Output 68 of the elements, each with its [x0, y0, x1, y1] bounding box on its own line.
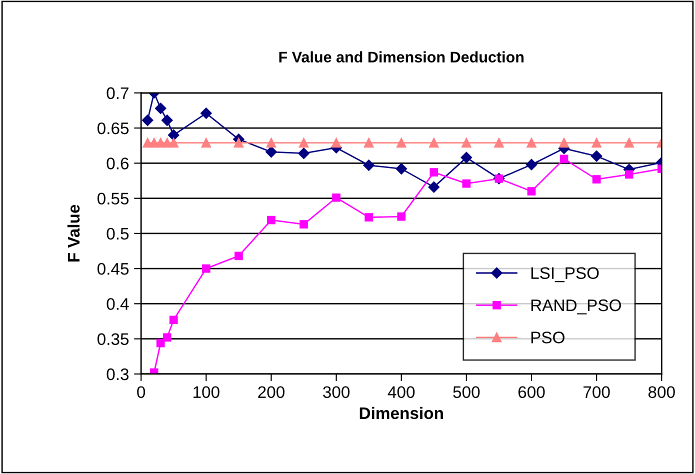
point — [494, 138, 504, 148]
y-tick-label: 0.3 — [106, 368, 129, 380]
x-tick-label: 100 — [194, 386, 220, 398]
point — [624, 138, 634, 148]
point — [624, 170, 634, 179]
y-tick-label: 0.5 — [106, 228, 129, 240]
point — [234, 138, 244, 148]
y-tick-label: 0.65 — [97, 122, 129, 134]
point — [428, 181, 440, 193]
point — [462, 179, 471, 188]
point — [364, 138, 374, 148]
point — [267, 216, 276, 224]
x-axis-title: Dimension — [360, 406, 443, 420]
x-tick-label: 400 — [388, 386, 415, 398]
point — [168, 138, 178, 148]
point — [162, 333, 172, 342]
point — [430, 168, 438, 176]
point — [142, 114, 154, 126]
y-tick-label: 0.55 — [97, 192, 129, 205]
point — [266, 138, 276, 148]
point — [202, 264, 210, 273]
x-tick-label: 500 — [453, 386, 480, 398]
point — [201, 138, 212, 148]
y-tick-label: 0.45 — [97, 262, 129, 275]
point — [527, 187, 536, 196]
point — [155, 102, 166, 114]
legend-label: PSO — [531, 332, 564, 344]
point — [298, 138, 309, 148]
y-tick-label: 0.4 — [106, 298, 129, 310]
legend-label: RAND_PSO — [531, 299, 621, 314]
chart-title: F Value and Dimension Deduction — [279, 51, 524, 62]
x-tick-label: 300 — [323, 386, 350, 398]
point — [162, 114, 173, 126]
point — [396, 138, 406, 148]
point — [234, 252, 243, 260]
point — [592, 175, 601, 184]
point — [397, 212, 406, 221]
point — [200, 108, 212, 119]
point — [592, 138, 602, 148]
point — [156, 338, 165, 348]
point — [300, 220, 308, 228]
y-tick-label: 0.7 — [106, 87, 128, 100]
point — [526, 138, 536, 148]
x-tick-label: 600 — [518, 386, 545, 398]
legend-label: LSI_PSO — [531, 267, 599, 282]
point — [590, 150, 602, 162]
point — [266, 146, 277, 158]
x-tick-label: 800 — [648, 386, 675, 398]
point — [363, 160, 374, 171]
x-tick-label: 700 — [584, 386, 610, 398]
y-tick-label: 0.35 — [97, 333, 129, 346]
point — [169, 316, 178, 324]
point — [429, 138, 439, 148]
point — [462, 138, 472, 148]
point — [559, 138, 569, 148]
y-axis-title: F Value — [67, 204, 80, 262]
point — [560, 154, 568, 164]
point — [526, 158, 538, 170]
point — [331, 138, 342, 148]
point — [364, 213, 373, 222]
x-tick-label: 200 — [258, 386, 284, 398]
point — [298, 148, 310, 159]
point — [332, 193, 340, 202]
point — [396, 163, 407, 174]
y-tick-label: 0.6 — [106, 158, 129, 170]
point — [168, 129, 180, 141]
x-tick-label: 0 — [137, 386, 146, 398]
point — [460, 152, 472, 164]
